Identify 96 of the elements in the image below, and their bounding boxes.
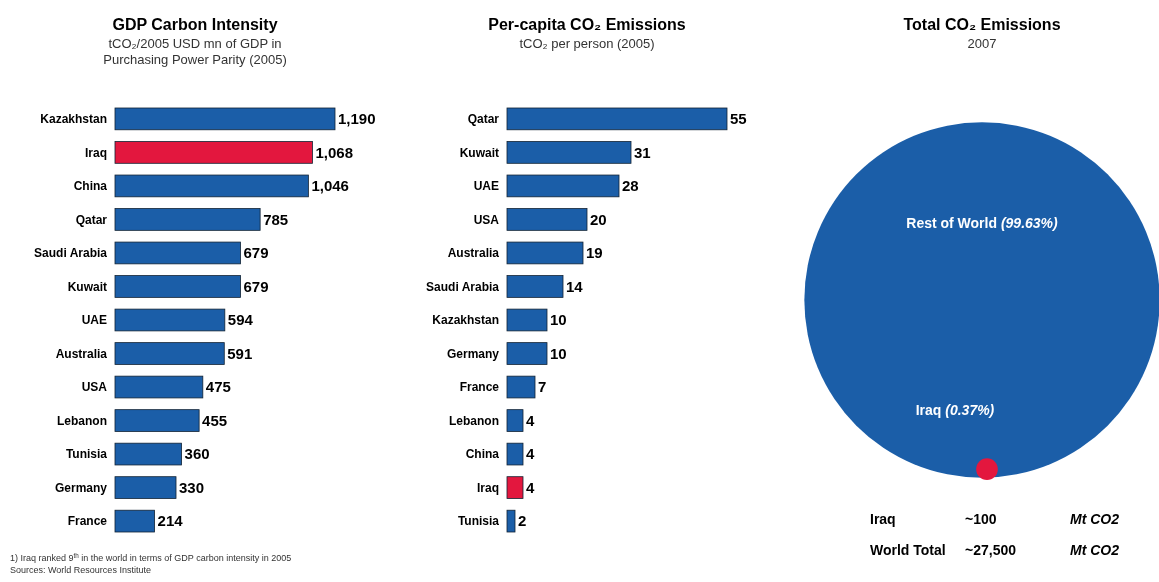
data-label: 679	[243, 244, 269, 262]
data-label: 4	[526, 411, 535, 429]
y-tick-label: France	[67, 514, 108, 529]
data-label: 475	[205, 378, 231, 396]
y-tick-label: Saudi Arabia	[426, 279, 500, 294]
text: 2007	[967, 36, 997, 51]
y-tick-label: UAE	[81, 313, 107, 328]
y-tick-label: USA	[81, 380, 108, 395]
text: World Total	[870, 542, 946, 558]
text: ~27,500	[965, 542, 1017, 558]
y-tick-label: Lebanon	[57, 413, 107, 428]
data-label: 10	[550, 344, 567, 362]
data-label: 679	[243, 277, 269, 295]
bar	[114, 509, 155, 533]
y-tick-label: France	[459, 380, 500, 395]
data-label: 4	[526, 478, 535, 496]
y-tick-label: Kuwait	[67, 279, 107, 294]
source-note: Sources: World Resources Institute	[10, 565, 151, 575]
bar	[506, 141, 632, 164]
bar	[506, 442, 524, 466]
data-label: 19	[586, 244, 603, 262]
data-label: (0.37%)	[941, 402, 995, 418]
text: Total CO₂ Emissions	[903, 16, 1061, 33]
bar	[506, 509, 516, 533]
bar	[114, 208, 261, 231]
y-tick-label: Kazakhstan	[432, 313, 499, 328]
bar	[506, 409, 524, 432]
data-label: 591	[227, 344, 253, 362]
chart-title: Per-capita CO₂ Emissions	[488, 16, 686, 33]
bar	[506, 308, 548, 332]
bar	[114, 275, 241, 298]
y-tick-label: Kazakhstan	[40, 112, 107, 127]
bar	[506, 208, 588, 231]
y-tick-label: Saudi Arabia	[34, 246, 108, 261]
y-tick-label: Qatar	[75, 212, 108, 227]
y-tick-label: China	[465, 447, 500, 462]
y-tick-label: Germany	[446, 346, 500, 361]
bar	[114, 375, 204, 399]
y-tick-label: Tunisia	[65, 447, 108, 462]
text: Mt CO2	[1070, 542, 1120, 558]
bar	[506, 107, 728, 131]
data-label: 28	[622, 177, 639, 195]
data-label: 594	[227, 311, 254, 329]
text: Mt CO2	[1070, 511, 1120, 527]
y-tick-label: Germany	[54, 480, 108, 495]
data-label: 20	[590, 210, 607, 228]
bar	[114, 174, 309, 198]
bar	[506, 342, 548, 365]
bar	[114, 342, 225, 365]
data-label: 2	[518, 512, 527, 530]
bar	[114, 141, 313, 164]
y-tick-label: Australia	[447, 246, 500, 261]
data-label: 10	[550, 311, 567, 329]
bar	[114, 241, 241, 265]
data-label: 14	[566, 277, 584, 295]
data-label: 31	[634, 143, 651, 161]
data-label: 785	[263, 210, 289, 228]
category-label: Iraq	[915, 402, 942, 418]
data-label: 330	[179, 478, 205, 496]
data-label: 1,190	[338, 110, 376, 128]
chart-subtitle: tCO₂/2005 USD mn of GDP in Purchasing Power Parity (2005)	[103, 36, 287, 67]
data-label: 7	[538, 378, 547, 396]
data-label: 55	[730, 110, 747, 128]
bar	[114, 107, 336, 131]
chart-title: GDP Carbon Intensity	[112, 16, 278, 33]
bar	[506, 476, 524, 499]
chart-subtitle: tCO₂ per person (2005)	[519, 36, 655, 51]
y-tick-label: Qatar	[467, 112, 500, 127]
category-label: Rest of World	[906, 215, 998, 231]
y-tick-label: China	[73, 179, 108, 194]
bar	[506, 241, 584, 265]
bar	[114, 308, 226, 332]
bar	[506, 275, 564, 298]
bar	[506, 375, 536, 399]
bar	[114, 476, 177, 499]
y-tick-label: UAE	[473, 179, 499, 194]
y-tick-label: Australia	[55, 346, 108, 361]
bar	[114, 442, 182, 466]
text: 1) Iraq ranked 9$^{th}$ in the world in terms of GDP carbon intensity in 2005	[10, 551, 292, 563]
y-tick-label: Iraq	[84, 145, 107, 160]
data-label: (99.63%)	[997, 215, 1059, 231]
text: ~100	[965, 511, 997, 527]
y-tick-label: USA	[473, 212, 500, 227]
y-tick-label: Lebanon	[449, 413, 499, 428]
y-tick-label: Tunisia	[457, 514, 500, 529]
y-tick-label: Iraq	[476, 480, 499, 495]
data-label: 360	[184, 445, 210, 463]
data-label: 1,046	[311, 177, 349, 195]
data-label: 4	[526, 445, 535, 463]
data-label: 455	[202, 411, 228, 429]
bar	[506, 174, 620, 198]
data-label: 214	[157, 512, 184, 530]
bar	[114, 409, 200, 432]
data-label: 1,068	[315, 143, 353, 161]
text: Iraq	[870, 511, 896, 527]
y-tick-label: Kuwait	[459, 145, 499, 160]
